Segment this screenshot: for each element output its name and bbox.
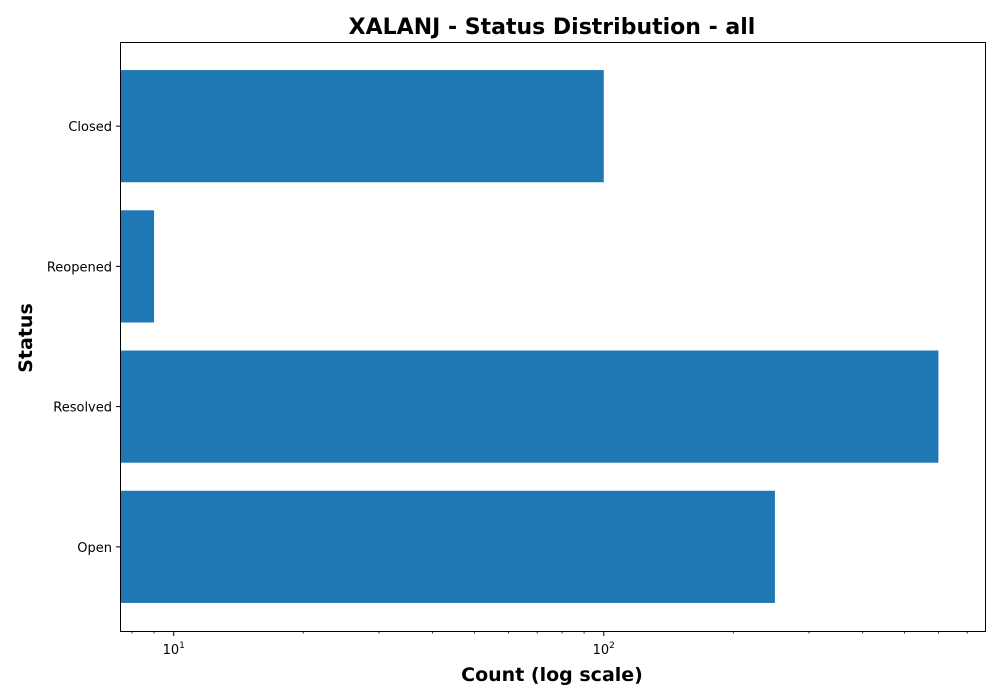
bars-group xyxy=(120,70,939,603)
y-axis-label: Status xyxy=(15,303,37,373)
y-tick-label-open: Open xyxy=(77,541,112,556)
y-tick-label-reopened: Reopened xyxy=(47,260,112,275)
plot-frame xyxy=(120,42,986,632)
bar-reopened xyxy=(120,210,155,323)
bar-closed xyxy=(120,70,604,183)
x-tick-label: 102 xyxy=(593,641,615,658)
y-tick-label-closed: Closed xyxy=(68,120,112,135)
y-tick-label-resolved: Resolved xyxy=(53,401,112,416)
x-axis-label: Count (log scale) xyxy=(461,664,643,686)
bar-resolved xyxy=(120,350,939,463)
ticks-group: Open Resolved Reopened Closed 101 102 xyxy=(47,120,968,658)
chart-title: XALANJ - Status Distribution - all xyxy=(349,15,756,40)
x-tick-label: 101 xyxy=(163,641,185,658)
bar-open xyxy=(120,490,775,603)
